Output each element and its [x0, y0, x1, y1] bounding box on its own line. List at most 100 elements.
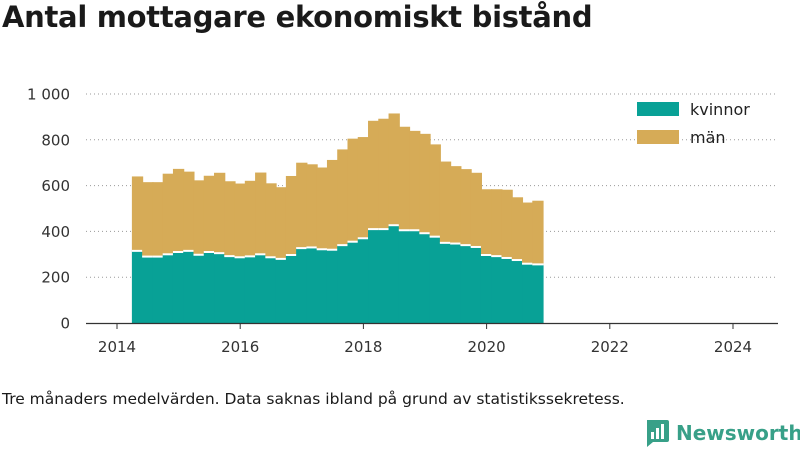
bar-man — [378, 118, 390, 230]
bar-man — [522, 202, 534, 264]
brand-name: Newsworthy — [676, 421, 800, 445]
y-tick-label: 1 000 — [27, 86, 70, 104]
bar-kvinnor — [203, 252, 216, 323]
bar-man — [480, 189, 493, 255]
bar-kvinnor — [337, 245, 349, 323]
bar-man — [429, 144, 441, 237]
bar-man — [409, 130, 421, 231]
bar-kvinnor — [439, 242, 452, 323]
brand-logo: Newsworthy — [644, 418, 800, 448]
footnote: Tre månaders medelvärden. Data saknas ib… — [2, 390, 625, 408]
bar-kvinnor — [491, 256, 503, 323]
y-tick-label: 200 — [41, 269, 70, 287]
bar-man — [172, 168, 185, 253]
bar-kvinnor — [234, 257, 246, 323]
bar-man — [265, 183, 277, 258]
bar-kvinnor — [532, 264, 544, 323]
y-tick-label: 800 — [41, 131, 70, 149]
bar-kvinnor — [460, 245, 472, 323]
bar-kvinnor — [131, 250, 144, 323]
bar-kvinnor — [296, 248, 308, 323]
bar-kvinnor — [244, 256, 257, 323]
bar-kvinnor — [388, 225, 400, 323]
bar-kvinnor — [172, 252, 185, 323]
bar-man — [142, 182, 154, 257]
bar-man — [511, 197, 524, 261]
bar-man — [501, 189, 513, 258]
bar-kvinnor — [429, 236, 441, 323]
bar-man — [491, 189, 503, 257]
legend-swatch-man — [637, 130, 679, 144]
bar-kvinnor — [357, 238, 370, 323]
y-tick-label: 600 — [41, 177, 70, 195]
bar-man — [162, 173, 174, 255]
y-tick-label: 400 — [41, 223, 70, 241]
bar-man — [470, 172, 482, 247]
bar-man — [255, 172, 267, 255]
bar-man — [296, 162, 308, 249]
bar-kvinnor — [368, 229, 380, 323]
bar-kvinnor — [409, 230, 421, 323]
bar-man — [152, 182, 164, 257]
bar-kvinnor — [326, 249, 339, 323]
bar-man — [306, 164, 318, 248]
bar-man — [337, 149, 349, 246]
bar-kvinnor — [193, 254, 205, 323]
bar-man — [316, 167, 328, 250]
x-tick-label: 2018 — [344, 338, 382, 356]
bar-kvinnor — [501, 257, 513, 323]
bar-man — [347, 138, 359, 242]
bar-kvinnor — [419, 233, 431, 323]
bar-kvinnor — [265, 257, 277, 323]
stacked-bar-chart: 0 200 400 600 800 1 000 2014 2016 2018 2020 2022 20… — [27, 85, 778, 356]
bar-kvinnor — [398, 230, 411, 323]
bar-man — [398, 126, 411, 231]
bar-kvinnor — [224, 256, 236, 323]
bar-man — [460, 169, 472, 246]
bar-man — [234, 183, 246, 258]
bar-kvinnor — [316, 249, 328, 323]
bar-man — [357, 137, 370, 239]
bar-kvinnor — [255, 254, 267, 323]
bar-kvinnor — [152, 256, 164, 323]
bar-man — [285, 175, 298, 255]
x-tick-label: 2014 — [98, 338, 136, 356]
bar-kvinnor — [522, 263, 534, 323]
bar-man — [244, 180, 257, 257]
legend-label-man: män — [690, 128, 726, 147]
bar-kvinnor — [285, 254, 298, 323]
bar-man — [275, 187, 287, 259]
bar-man — [183, 171, 195, 251]
x-tick-label: 2022 — [591, 338, 629, 356]
bar-man — [388, 113, 400, 226]
bar-man — [131, 176, 144, 251]
bar-man — [193, 180, 205, 255]
bar-kvinnor — [162, 254, 174, 323]
bar-kvinnor — [183, 250, 195, 323]
bar-kvinnor — [511, 260, 524, 323]
bar-kvinnor — [142, 256, 154, 323]
x-tick-label: 2024 — [714, 338, 752, 356]
bar-man — [419, 133, 431, 234]
bar-man — [224, 181, 236, 257]
bar-kvinnor — [470, 246, 482, 323]
bar-kvinnor — [275, 258, 287, 323]
bar-man — [439, 161, 452, 243]
newsworthy-logo-icon — [647, 420, 669, 447]
bar-kvinnor — [306, 247, 318, 323]
bar-man — [532, 200, 544, 265]
y-tick-label: 0 — [60, 315, 70, 333]
bar-man — [326, 159, 339, 250]
bar-kvinnor — [347, 241, 359, 323]
x-tick-label: 2020 — [468, 338, 506, 356]
bar-kvinnor — [378, 229, 390, 323]
bar-man — [214, 172, 226, 254]
legend-label-kvinnor: kvinnor — [690, 100, 750, 119]
chart-title: Antal mottagare ekonomiskt bistånd — [2, 0, 593, 34]
bar-man — [368, 120, 380, 230]
bar-kvinnor — [214, 253, 226, 323]
bar-kvinnor — [480, 254, 493, 323]
legend-swatch-kvinnor — [637, 102, 679, 116]
bar-man — [203, 175, 216, 253]
bar-man — [450, 166, 462, 244]
